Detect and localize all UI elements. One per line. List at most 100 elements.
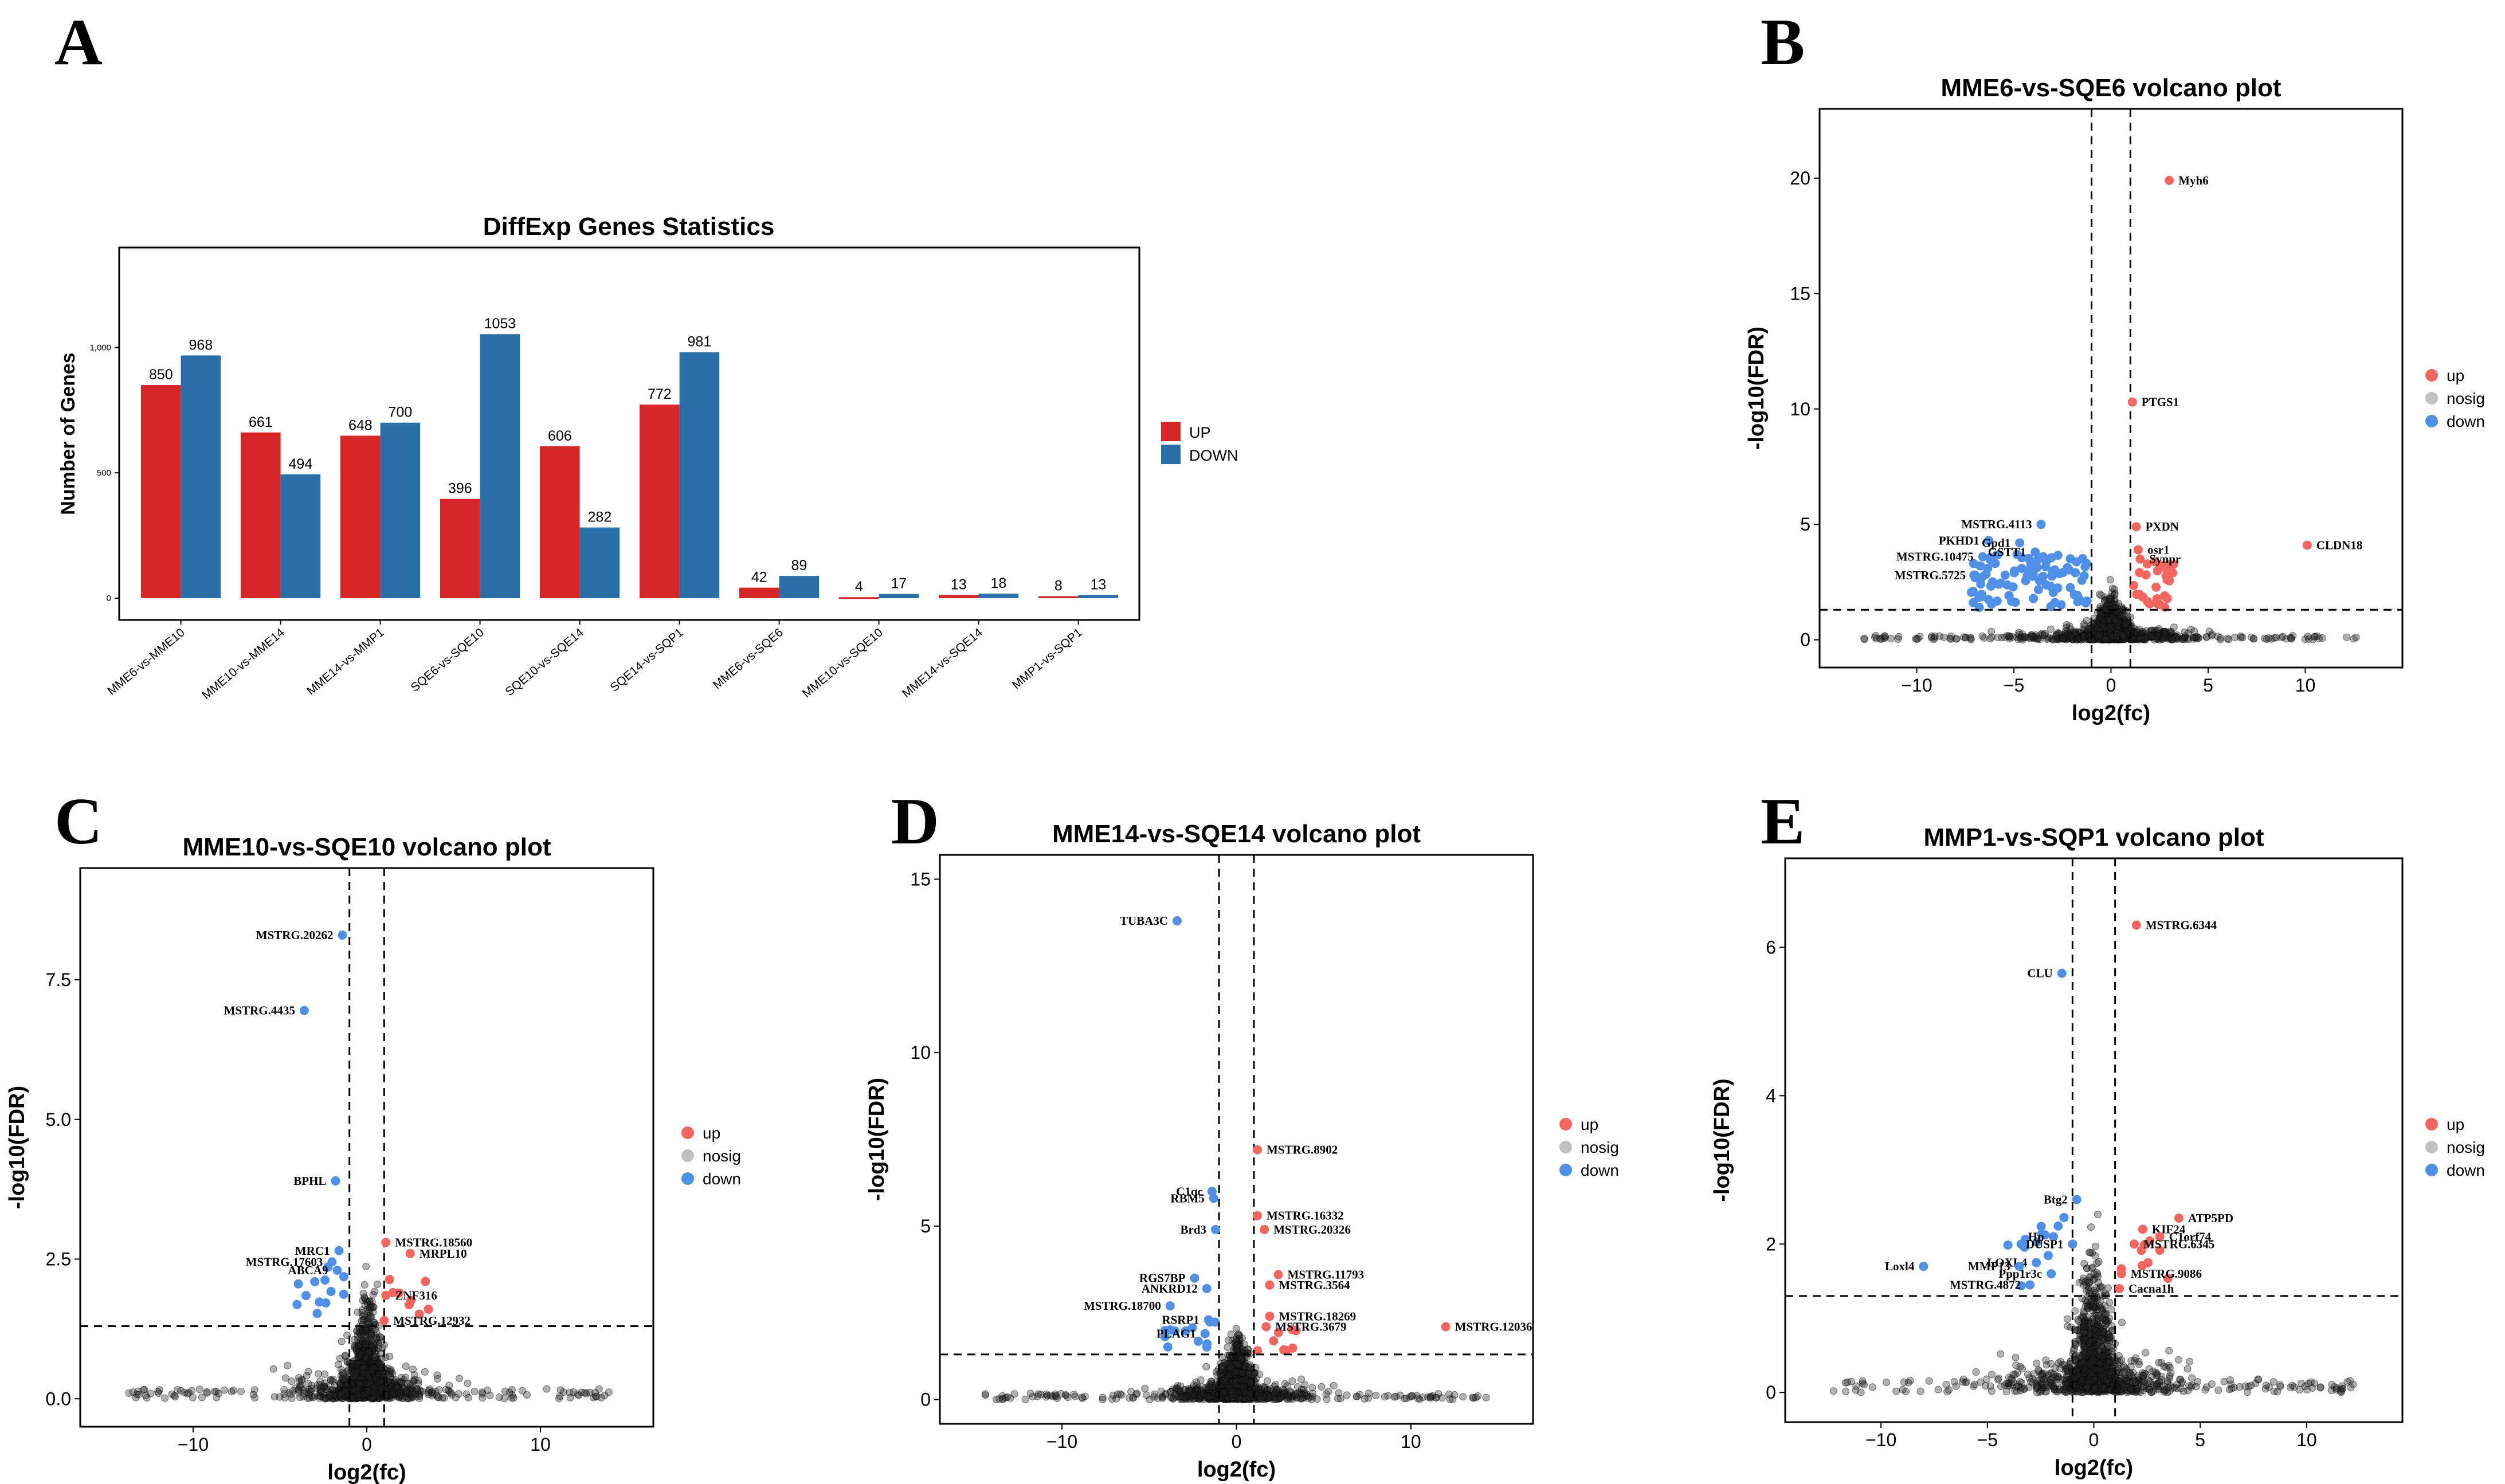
- nosig-point: [2248, 633, 2256, 641]
- nosig-point: [2154, 631, 2162, 639]
- nosig-point: [1157, 1387, 1165, 1395]
- nosig-point: [288, 1377, 296, 1385]
- nosig-point: [198, 1393, 206, 1401]
- labeled-point-down: [1200, 1329, 1210, 1338]
- nosig-point: [465, 1393, 473, 1401]
- nosig-point: [2005, 632, 2013, 640]
- gene-label: MSTRG.12932: [393, 1314, 471, 1328]
- labeled-point-down: [1970, 570, 1980, 580]
- labeled-point-up: [381, 1238, 391, 1247]
- y-tick-label: 0: [1800, 630, 1810, 650]
- bar-up: [340, 435, 381, 598]
- nosig-point-cloud: [1829, 1210, 2357, 1396]
- bar-up: [839, 597, 879, 599]
- labeled-point-down: [1204, 1315, 1213, 1325]
- nosig-point: [1202, 1363, 1210, 1371]
- nosig-point: [2100, 635, 2108, 643]
- nosig-point: [1143, 1391, 1151, 1399]
- nosig-point: [1099, 1393, 1107, 1401]
- nosig-point: [2052, 631, 2060, 639]
- bar-down: [181, 355, 221, 598]
- nosig-point: [2100, 617, 2108, 625]
- bar-down: [679, 352, 720, 598]
- nosig-point: [1952, 635, 1960, 643]
- down-point: [2010, 566, 2020, 576]
- down-point: [2038, 552, 2048, 562]
- panel-b-volcano-plot: MME6-vs-SQE6 volcano plotMyh6PTGS1PXDNos…: [1745, 74, 2485, 725]
- down-point: [2033, 585, 2043, 595]
- gene-label: Brd3: [1180, 1223, 1206, 1236]
- nosig-point: [402, 1363, 410, 1371]
- bar-up: [939, 595, 979, 598]
- nosig-point: [1220, 1388, 1228, 1396]
- gene-label: MSTRG.20326: [1273, 1223, 1351, 1236]
- nosig-point: [1925, 1377, 1933, 1385]
- nosig-point: [220, 1386, 228, 1394]
- down-point: [339, 1272, 348, 1282]
- nosig-point: [336, 1355, 344, 1363]
- labeled-point-up: [405, 1249, 415, 1258]
- nosig-point: [1892, 1387, 1900, 1395]
- nosig-point-cloud: [981, 1325, 1490, 1404]
- nosig-point: [398, 1394, 406, 1402]
- volcano-plot-frame: [1818, 108, 2404, 669]
- y-tick-label: 20: [1790, 168, 1810, 189]
- nosig-point: [1256, 1394, 1264, 1402]
- legend-nosig-marker: [2425, 392, 2438, 405]
- nosig-point: [1280, 1387, 1288, 1395]
- nosig-point: [1459, 1393, 1467, 1401]
- nosig-point: [2114, 623, 2122, 631]
- y-tick-label: 0.0: [46, 1388, 71, 1409]
- down-point: [310, 1277, 320, 1286]
- x-tick-label: 10: [530, 1434, 551, 1455]
- nosig-point: [269, 1365, 277, 1373]
- nosig-point: [295, 1377, 303, 1385]
- legend-down-label: DOWN: [1189, 447, 1238, 464]
- volcano-title: MME10-vs-SQE10 volcano plot: [182, 833, 551, 861]
- x-tick-label: 10: [2295, 675, 2316, 696]
- down-point: [1974, 592, 1984, 602]
- up-point: [2160, 591, 2170, 600]
- nosig-point: [350, 1336, 358, 1344]
- nosig-point: [2343, 633, 2351, 641]
- significant-point-cloud: [1966, 549, 2178, 613]
- x-tick-label: MME6-vs-SQE6: [711, 626, 786, 692]
- gene-label: MSTRG.18700: [1084, 1299, 1161, 1313]
- nosig-point: [1334, 1395, 1342, 1403]
- x-axis-label: log2(fc): [2072, 701, 2150, 725]
- down-point: [2029, 594, 2039, 603]
- x-tick-label: 0: [1232, 1431, 1242, 1452]
- nosig-point: [605, 1388, 613, 1396]
- nosig-point: [543, 1385, 551, 1393]
- nosig-point: [2065, 622, 2073, 630]
- nosig-point-cloud: [125, 1262, 613, 1403]
- nosig-point: [440, 1394, 448, 1402]
- legend-nosig-label: nosig: [703, 1147, 741, 1165]
- nosig-point: [1070, 1391, 1078, 1399]
- gene-label: ANKRD12: [1142, 1282, 1198, 1295]
- up-point: [2138, 592, 2148, 602]
- nosig-point: [317, 1388, 326, 1396]
- down-point: [293, 1279, 303, 1289]
- nosig-point: [1237, 1377, 1245, 1385]
- nosig-point: [424, 1388, 432, 1396]
- y-tick-label: 10: [1790, 399, 1810, 419]
- gene-label: MSTRG.4113: [1961, 517, 2032, 531]
- legend-down-swatch: [1161, 445, 1181, 464]
- gene-label: ZNF316: [395, 1289, 437, 1302]
- x-tick-label: −10: [1046, 1431, 1077, 1452]
- up-point: [1269, 1336, 1279, 1346]
- labeled-point-down: [1202, 1283, 1212, 1293]
- nosig-point: [2114, 629, 2122, 637]
- x-tick-label: MMP1-vs-SQP1: [1010, 626, 1085, 692]
- down-point: [1202, 1342, 1212, 1352]
- bar-up: [640, 405, 680, 598]
- nosig-point: [125, 1389, 133, 1397]
- nosig-point: [433, 1371, 441, 1379]
- y-tick-label: 1,000: [89, 343, 111, 352]
- down-point: [2065, 554, 2075, 564]
- nosig-point: [371, 1353, 379, 1361]
- gene-label: ABCA9: [288, 1263, 328, 1277]
- bar-value-label: 282: [588, 509, 612, 525]
- nosig-point: [505, 1388, 513, 1396]
